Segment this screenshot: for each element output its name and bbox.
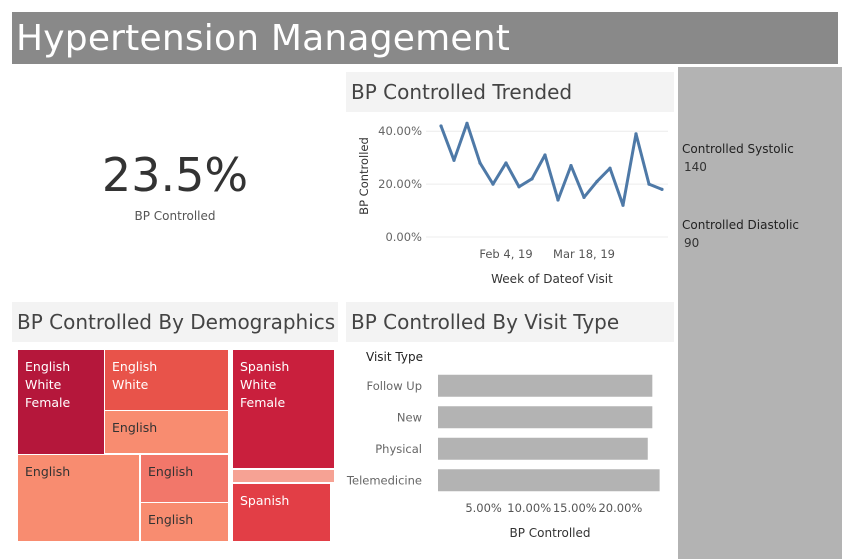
trend-data-point [465, 121, 469, 125]
x-tick-label: 15.00% [553, 501, 597, 515]
trend-panel-title: BP Controlled Trended [351, 80, 573, 104]
x-tick-label: 20.00% [598, 501, 642, 515]
y-tick-label: 20.00% [378, 177, 422, 191]
demographics-panel-title: BP Controlled By Demographics [17, 310, 336, 334]
kpi-value: 23.5% [101, 148, 249, 202]
dashboard-title: Hypertension Management [16, 18, 511, 59]
treemap-cell-label: English [148, 464, 194, 479]
treemap-cell-label: English [148, 512, 194, 527]
systolic-value: 140 [684, 160, 707, 174]
trend-panel-header: BP Controlled Trended [346, 72, 674, 112]
treemap-cell[interactable]: Spanish [233, 484, 330, 541]
treemap-cell-label: English White [112, 359, 158, 392]
treemap-cell[interactable]: English [141, 503, 228, 541]
x-tick-label: 5.00% [465, 501, 502, 515]
trend-data-point [582, 195, 586, 199]
y-tick-label: 40.00% [378, 124, 422, 138]
bar [438, 437, 648, 460]
trend-data-point [595, 179, 599, 184]
y-tick-label: 0.00% [385, 230, 422, 244]
systolic-label: Controlled Systolic [682, 142, 794, 156]
visit-type-panel-header: BP Controlled By Visit Type [346, 302, 674, 342]
treemap-cell[interactable]: English [18, 455, 139, 541]
trend-data-point [478, 161, 482, 165]
category-label: Telemedicine [346, 473, 422, 487]
bar [438, 406, 653, 429]
treemap-cell[interactable] [233, 470, 334, 482]
treemap-cell-label: Spanish White Female [240, 359, 290, 410]
treemap-cell-label: English White Female [25, 359, 71, 410]
row-header-label: Visit Type [366, 350, 423, 364]
visit-type-panel-title: BP Controlled By Visit Type [351, 310, 620, 334]
trend-data-point [647, 182, 651, 186]
x-tick-label: 10.00% [507, 501, 551, 515]
treemap-cell[interactable]: Spanish White Female [233, 350, 334, 468]
trend-data-point [504, 161, 508, 165]
trend-data-point [660, 187, 664, 191]
trend-data-point [517, 185, 521, 189]
trend-data-point [452, 158, 456, 162]
trend-data-point [530, 177, 534, 181]
diastolic-value: 90 [684, 236, 700, 250]
dashboard-title-bar: Hypertension Management [12, 12, 838, 64]
trend-data-point [634, 132, 638, 136]
trend-data-point [621, 203, 625, 207]
parameters-side-panel: Controlled Systolic 140 Controlled Diast… [678, 67, 842, 559]
category-label: Physical [375, 442, 422, 456]
category-label: Follow Up [367, 379, 422, 393]
bar [438, 469, 660, 492]
x-axis-title: Week of Dateof Visit [491, 272, 613, 286]
trend-series-line [439, 121, 663, 207]
trend-data-point [569, 164, 573, 168]
trend-line-chart: 40.00% 20.00% 0.00% Feb 4, 19 Mar 18, 19 Week… [357, 121, 668, 286]
trend-data-point [543, 153, 547, 157]
treemap-cell[interactable]: English White [105, 350, 228, 410]
trend-data-point [608, 166, 612, 170]
trend-data-point [491, 182, 495, 186]
diastolic-label: Controlled Diastolic [682, 218, 800, 232]
x-tick-label: Mar 18, 19 [553, 247, 615, 261]
x-tick-label: Feb 4, 19 [479, 247, 532, 261]
bar [438, 374, 653, 397]
y-axis-title: BP Controlled [357, 137, 371, 215]
demographics-panel-header: BP Controlled By Demographics [12, 302, 338, 342]
treemap-cell[interactable]: English [105, 411, 228, 453]
treemap-cell-label: English [25, 464, 71, 479]
treemap-cell[interactable]: English White Female [18, 350, 104, 454]
category-label: New [397, 410, 422, 424]
treemap-cell[interactable]: English [141, 455, 228, 502]
visit-type-bar-chart: Visit Type Follow Up New Physical Telemedici… [346, 350, 660, 540]
treemap-cell-label: English [112, 420, 158, 435]
treemap-cell-label: Spanish [240, 493, 290, 508]
trend-data-point [556, 198, 560, 202]
x-axis-title: BP Controlled [510, 526, 591, 540]
kpi-label: BP Controlled [134, 209, 216, 223]
trend-data-point [439, 124, 443, 128]
